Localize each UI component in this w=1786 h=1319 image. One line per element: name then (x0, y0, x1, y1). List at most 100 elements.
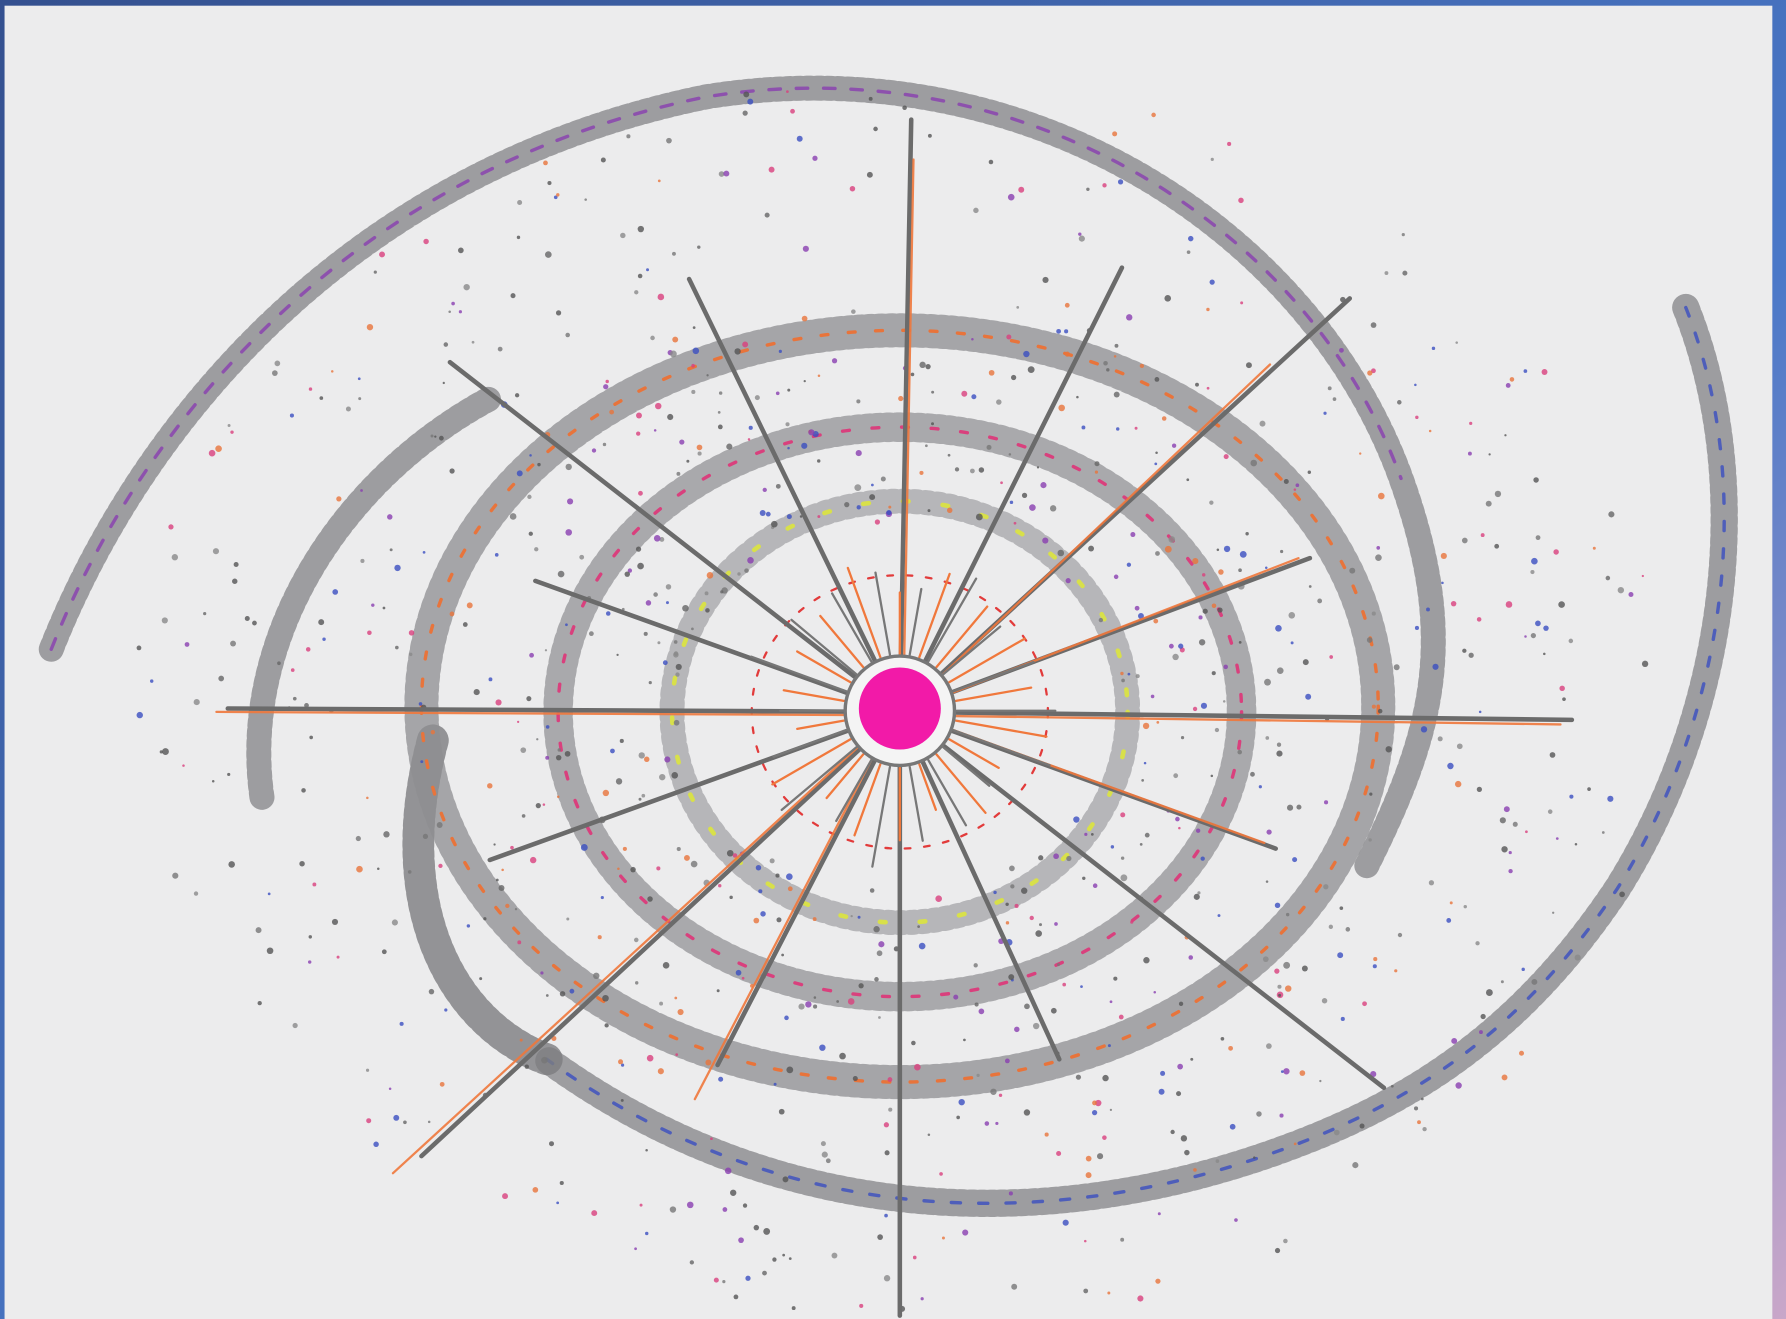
dot (556, 193, 560, 197)
dot (657, 641, 661, 645)
dot (637, 562, 644, 570)
dot (1220, 1036, 1225, 1041)
dot (1156, 721, 1160, 724)
dot (1476, 786, 1482, 792)
dot (851, 309, 856, 314)
dot (791, 1306, 796, 1311)
dot (1050, 1007, 1057, 1014)
dot (1211, 603, 1217, 609)
dot (935, 895, 942, 903)
dot (565, 529, 573, 536)
dot (984, 1121, 990, 1126)
dot (813, 1004, 818, 1009)
dot (1011, 1283, 1018, 1290)
dot (878, 1016, 881, 1019)
dot (1054, 922, 1058, 926)
dot (1238, 197, 1244, 204)
short-ray (874, 571, 892, 656)
dot (1154, 377, 1160, 382)
dot (784, 1015, 789, 1021)
dot (1332, 397, 1337, 401)
dot (549, 1141, 555, 1147)
dot (622, 846, 627, 851)
dot (1494, 490, 1502, 498)
dot (1091, 1109, 1098, 1116)
dot (1431, 346, 1436, 351)
dot (760, 911, 766, 917)
dot (1524, 635, 1527, 638)
dot (778, 349, 782, 353)
dot (1362, 1001, 1367, 1007)
dot (919, 361, 926, 369)
dot (1130, 920, 1134, 924)
dot (808, 429, 815, 436)
dot (744, 568, 749, 573)
dot (1175, 816, 1180, 822)
dot (1641, 574, 1644, 578)
dot (849, 186, 856, 192)
dot (1186, 478, 1190, 482)
dot (692, 326, 696, 329)
dot (662, 962, 670, 969)
dot (1324, 800, 1329, 805)
dot (407, 870, 412, 874)
dot (817, 459, 821, 463)
ray (215, 710, 901, 717)
dot (1202, 573, 1206, 577)
dot (1367, 370, 1373, 376)
dot (1151, 112, 1156, 118)
dot (1485, 500, 1492, 507)
dot (689, 1260, 695, 1265)
dot (336, 496, 342, 502)
dot (925, 444, 928, 448)
dot (517, 940, 522, 945)
dot (1107, 1291, 1111, 1295)
dot (974, 1002, 979, 1007)
dot (683, 854, 690, 861)
dot (705, 1059, 712, 1066)
dot (1266, 1043, 1272, 1049)
dot (545, 251, 552, 258)
dot (1209, 500, 1214, 505)
dot (428, 988, 435, 995)
dot (1553, 549, 1559, 555)
dot (953, 994, 959, 1000)
dot (819, 1044, 826, 1051)
dot (847, 998, 855, 1005)
dot (1485, 989, 1493, 996)
dot (1283, 1068, 1290, 1075)
dot (998, 1093, 1003, 1098)
dot (737, 572, 741, 576)
dot (1168, 643, 1174, 649)
dot (1587, 787, 1591, 791)
dot (305, 647, 311, 652)
dot (535, 803, 541, 809)
dot (978, 467, 985, 473)
short-ray (750, 655, 848, 693)
dot (956, 1115, 960, 1120)
dot (609, 409, 615, 415)
dot (1107, 1044, 1111, 1048)
dot (1200, 702, 1208, 709)
dot (710, 1137, 713, 1141)
dot (308, 387, 313, 391)
dot (1102, 1074, 1109, 1082)
dot (669, 1206, 677, 1213)
dot (883, 1122, 890, 1128)
dot (517, 720, 520, 724)
dot (1010, 884, 1015, 889)
dot (1476, 617, 1482, 622)
dot (602, 442, 607, 447)
dot (1154, 462, 1158, 466)
dot (941, 1236, 945, 1240)
dot (732, 853, 738, 858)
dot (1339, 906, 1344, 910)
dot (1327, 386, 1332, 391)
dot (659, 1001, 664, 1006)
dot (692, 347, 700, 355)
dot (529, 652, 534, 658)
dot (988, 369, 995, 376)
dot (529, 856, 537, 864)
dot (1293, 1142, 1297, 1146)
dot (988, 159, 994, 165)
